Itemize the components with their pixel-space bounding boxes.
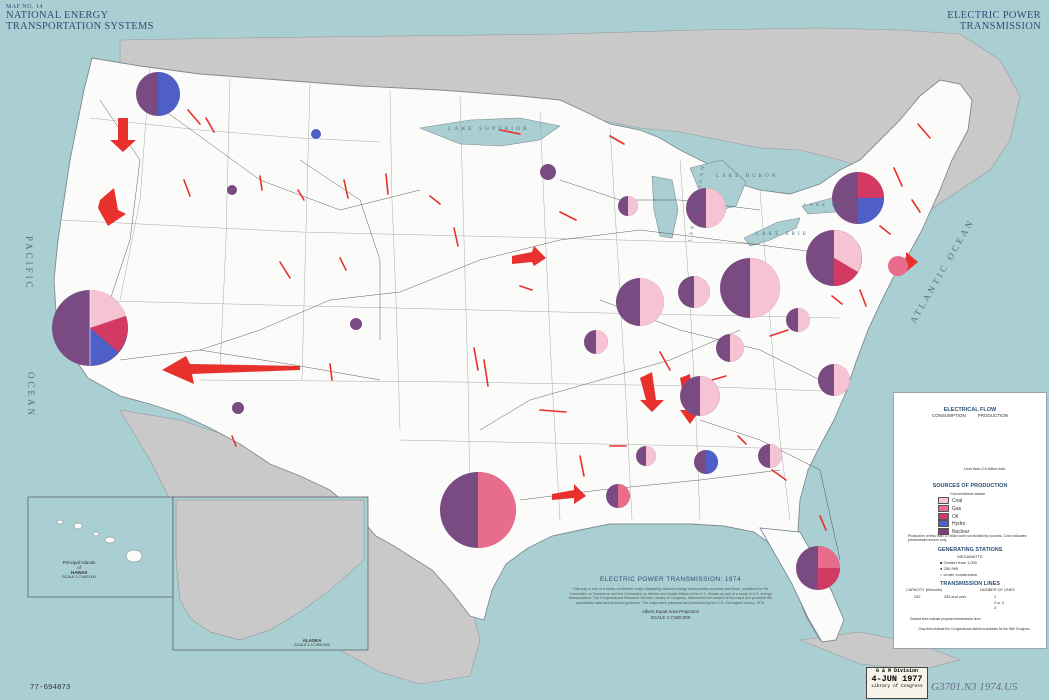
flow-arrow-midwest [512, 246, 546, 266]
legend-generating-stations: GENERATING STATIONS [937, 547, 1003, 553]
legend-conventional-steam: Conventional steam [950, 491, 986, 496]
pie-texas [440, 472, 516, 548]
flow-arrow-oregon [98, 188, 126, 226]
legend-production-note: Production of less than 10 billion kwh n… [908, 534, 1027, 543]
pie-new-york [832, 172, 884, 224]
lake-ontario-label: LAKE ONTARIO [804, 202, 874, 207]
legend-gray-note: Gray lines indicate the Congressional di… [918, 627, 1030, 631]
alaska-land [175, 499, 365, 641]
map-header-left: MAP NO. 14 NATIONAL ENERGY TRANSPORTATIO… [6, 4, 154, 32]
catalog-number: 77-694873 [30, 684, 71, 692]
legend-sources-title: SOURCES OF PRODUCTION [932, 483, 1008, 489]
pie-kentucky [680, 376, 720, 416]
legend-line-counts: 1 2 or 3 4 [994, 595, 1004, 610]
topic-title-line2: TRANSMISSION [959, 21, 1041, 32]
hawaii-inset-frame [27, 496, 174, 598]
pie-louisiana [606, 484, 630, 508]
legend-gs-mid: ● 250-999 [940, 566, 959, 571]
legend-consumption: CONSUMPTION [932, 413, 966, 418]
legend-less-than-note: Less than 0.8 billion kwh [964, 467, 1006, 471]
pie-california [52, 290, 128, 366]
series-title-line1: NATIONAL ENERGY [6, 10, 109, 21]
pie-indiana [678, 276, 710, 308]
pacific-label: PACIFIC [24, 236, 34, 291]
pie-georgia [758, 444, 782, 468]
pie-virginia [818, 364, 850, 396]
map-title-block: ELECTRIC POWER TRANSMISSION: 1974 This m… [568, 576, 773, 620]
legend-production: PRODUCTION [977, 413, 1008, 418]
legend-source-nuclear: Nuclear [938, 528, 1046, 536]
legend-cap-345: 345 and over [944, 595, 967, 599]
pie-colorado [350, 318, 362, 330]
pie-wisconsin [618, 196, 638, 216]
lake-huron-label: LAKE HURON [716, 174, 779, 179]
pie-pennsylvania [806, 230, 862, 286]
flow-arrow-southwest [162, 356, 300, 384]
lake-superior [418, 117, 561, 147]
pie-arizona [232, 402, 244, 414]
legend-dashed-note: Dashed lines indicate proposed transmiss… [910, 617, 981, 621]
map-projection: Albers Equal Area Projection [641, 609, 700, 614]
legend-cap-230: 230 [914, 595, 921, 599]
pie-florida [796, 546, 840, 590]
lake-superior-label: LAKE SUPERIOR [448, 126, 530, 132]
pie-minnesota [540, 164, 556, 180]
lake-michigan [651, 175, 679, 239]
legend-interstate-flow: INTERSTATE FLOW [904, 446, 937, 450]
map-description: This map is one of a series of nineteen … [568, 587, 773, 605]
legend-transmission-lines: TRANSMISSION LINES [940, 581, 1000, 587]
hawaii-inset-label: Principal Islands of HAWAII SCALE 1:7,50… [62, 560, 96, 579]
legend-megawatts: MEGAWATTS [957, 554, 983, 559]
pie-mississippi [636, 446, 656, 466]
cuba-land [798, 631, 961, 671]
small-flow-ticks [183, 109, 931, 531]
topic-title-line1: ELECTRIC POWER [947, 10, 1041, 21]
pie-alabama [694, 450, 718, 474]
legend-source-gas: Gas [938, 504, 1046, 513]
pie-north-carolina [786, 308, 810, 332]
flow-arrow-ohio [640, 372, 664, 412]
legend-stations-list: ■ Greater than 1,000 ● 250-999 ○ Under c… [940, 560, 977, 578]
pie-new-jersey [888, 256, 908, 276]
map-header-right: ELECTRIC POWER TRANSMISSION [947, 10, 1041, 32]
lake-erie [743, 217, 801, 247]
legend-source-oil: Oil [938, 512, 1046, 521]
pie-missouri [584, 330, 608, 354]
pie-illinois [616, 278, 664, 326]
pie-idaho [227, 185, 237, 195]
pie-washington [136, 72, 180, 116]
legend-electrical-flow: ELECTRICAL FLOW [943, 407, 997, 413]
alaska-inset-label: ALASKA SCALE 1:17,500,000 [294, 638, 330, 647]
flow-arrow-northwest [110, 118, 136, 152]
map-title: ELECTRIC POWER TRANSMISSION: 1974 [600, 576, 741, 583]
pie-tennessee [716, 334, 744, 362]
legend-source-coal: Coal [938, 497, 1046, 505]
pie-michigan [686, 188, 726, 228]
lake-erie-label: LAKE ERIE [756, 232, 809, 237]
library-stamp: G & M Division 4-JUN 1977 Library of Con… [866, 667, 928, 699]
series-title-line2: TRANSPORTATION SYSTEMS [6, 21, 154, 32]
legend-gs-construction: ○ Under construction [940, 572, 978, 577]
map-scale: SCALE 1:7,500,000 [650, 615, 691, 620]
hawaii-islands [56, 519, 143, 563]
pie-montana [311, 129, 321, 139]
legend-number-of-lines: NUMBER OF LINES [980, 588, 1015, 592]
pie-ohio [720, 258, 780, 318]
handwritten-call-number: G3701.N3 1974.U5 [931, 681, 1018, 693]
legend-source-hydro: Hydro [938, 520, 1046, 528]
ocean-west-label: OCEAN [26, 372, 36, 418]
legend-flow-subheads: CONSUMPTION PRODUCTION [894, 413, 1046, 418]
map-legend: ELECTRICAL FLOW CONSUMPTION PRODUCTION I… [893, 392, 1047, 649]
legend-gs-greater: ■ Greater than 1,000 [940, 560, 978, 565]
legend-sources-list: Coal Gas Oil Hydro Nuclear [894, 497, 1046, 536]
stamp-division: G & M Division [875, 668, 918, 674]
legend-capacity: CAPACITY (Kilovolts) [906, 588, 943, 592]
stamp-date: 4-JUN 1977 [871, 674, 923, 684]
flow-arrow-south [552, 484, 586, 504]
map-number: MAP NO. 14 [6, 4, 43, 10]
stamp-library: Library of Congress [871, 684, 923, 689]
